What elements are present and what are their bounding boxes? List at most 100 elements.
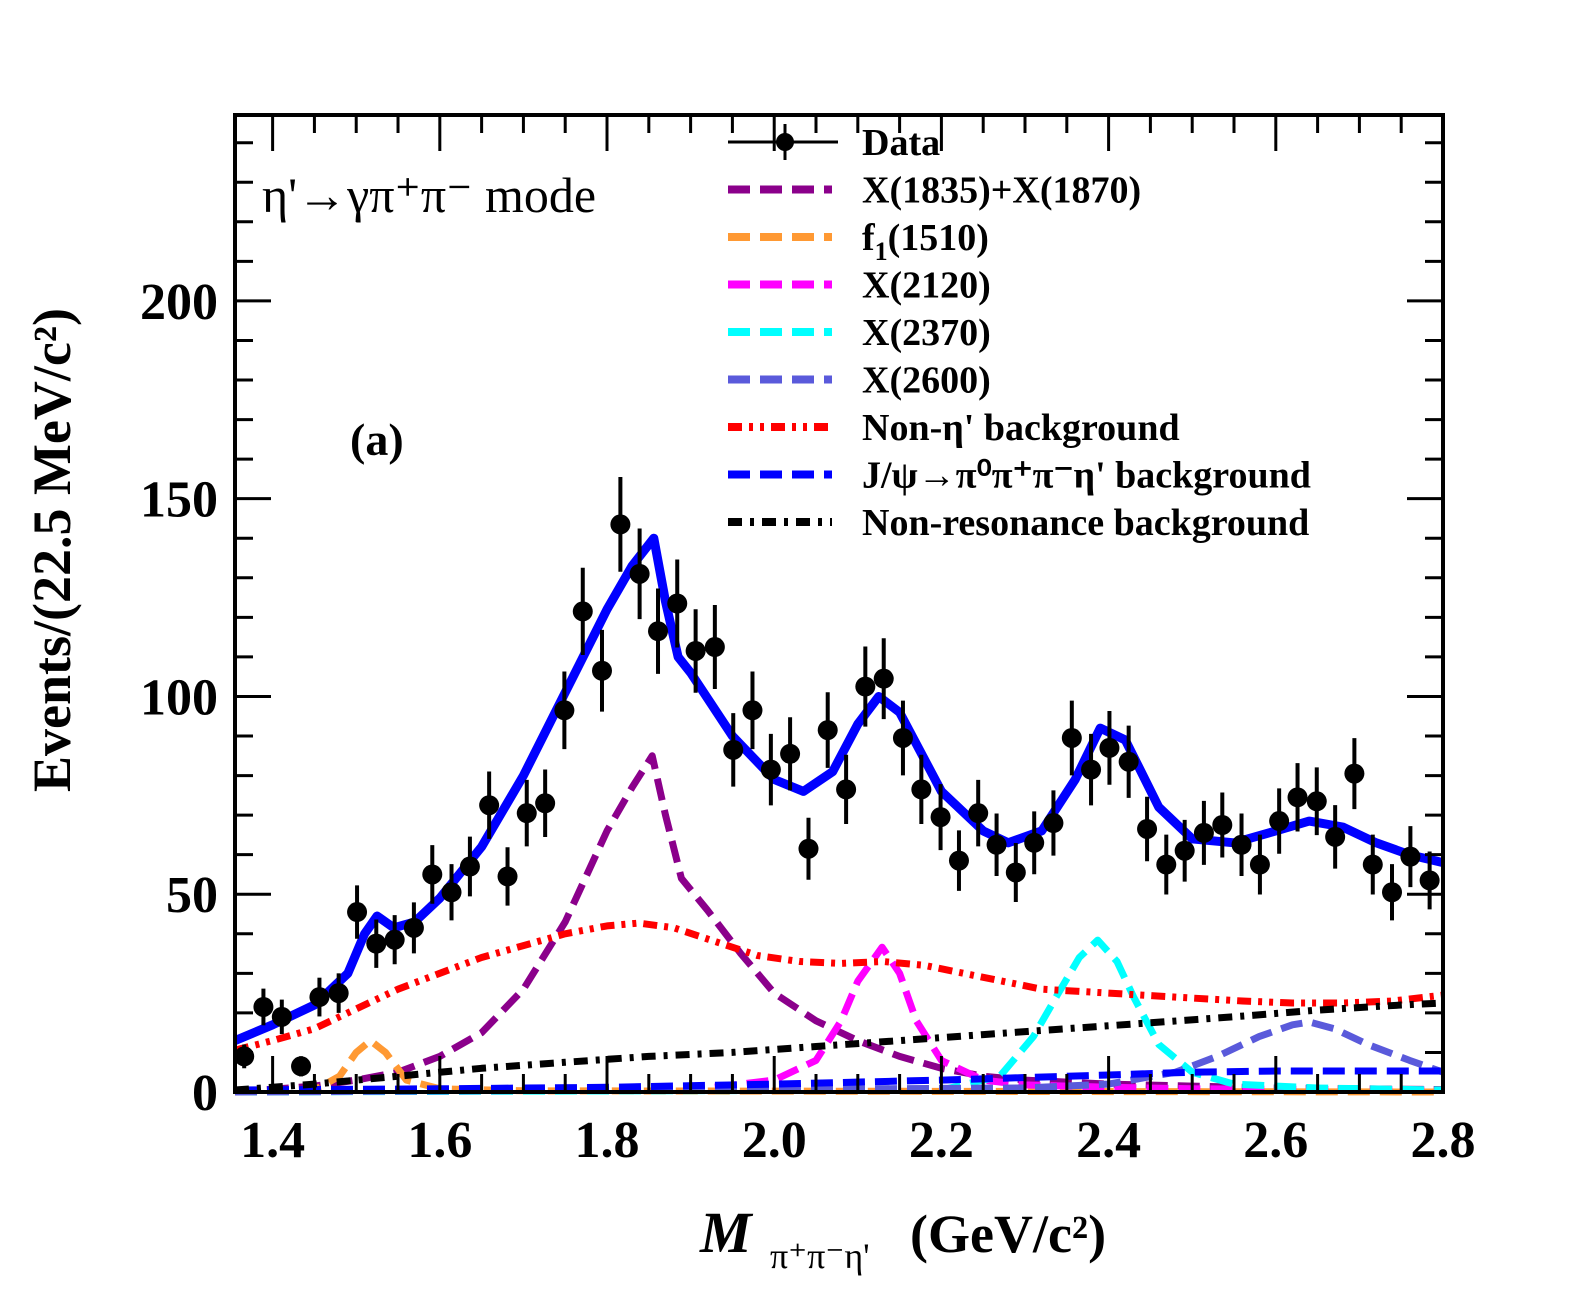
data-point	[1419, 851, 1440, 910]
legend-marker	[776, 133, 794, 151]
legend-label: Data	[862, 122, 940, 164]
data-marker	[234, 1046, 255, 1067]
data-marker	[403, 917, 424, 938]
data-marker	[1081, 759, 1102, 780]
data-marker	[253, 996, 274, 1017]
data-marker	[347, 902, 368, 923]
data-point	[911, 754, 932, 825]
data-marker	[1061, 727, 1082, 748]
legend-item: X(1835)+X(1870)	[728, 170, 1141, 212]
data-point	[723, 713, 744, 787]
x-axis-label-m: M	[699, 1200, 754, 1265]
data-point	[422, 845, 443, 904]
data-point	[760, 733, 781, 806]
mode-annotation: η'→γπ⁺π⁻ mode	[262, 167, 596, 223]
data-point	[1249, 834, 1270, 895]
data-point	[704, 605, 725, 689]
data-point	[610, 477, 631, 572]
data-marker	[1193, 822, 1214, 843]
data-point	[328, 973, 349, 1013]
data-marker	[1382, 882, 1403, 903]
legend: Data X(1835)+X(1870) f1(1510)X(2120) X(2370…	[728, 122, 1311, 544]
data-marker	[1156, 854, 1177, 875]
y-tick-label: 50	[166, 867, 218, 924]
data-marker	[986, 834, 1007, 855]
data-point	[516, 779, 537, 847]
data-marker	[1362, 854, 1383, 875]
curve-non-resonance-background	[234, 999, 1444, 1094]
y-axis-label: Events/(22.5 MeV/c²)	[22, 308, 82, 792]
data-marker	[1005, 862, 1026, 883]
data-point	[836, 754, 857, 825]
data-point	[1024, 811, 1045, 875]
legend-item: X(2370)	[728, 312, 991, 354]
data-point	[459, 836, 480, 897]
data-marker	[704, 637, 725, 658]
data-point	[685, 609, 706, 693]
data-marker	[441, 882, 462, 903]
data-point	[347, 885, 368, 939]
data-marker	[554, 700, 575, 721]
data-marker	[1137, 818, 1158, 839]
data-marker	[723, 739, 744, 760]
data-marker	[817, 720, 838, 741]
legend-item: Data	[728, 122, 940, 164]
data-marker	[685, 640, 706, 661]
data-point	[855, 646, 876, 727]
data-point	[1287, 763, 1308, 832]
data-marker	[911, 779, 932, 800]
legend-label: X(1835)+X(1870)	[862, 170, 1141, 212]
curve-x-1835-x-1870	[234, 752, 1444, 1096]
data-point	[742, 671, 763, 750]
legend-item: X(2600)	[728, 360, 991, 402]
data-marker	[1212, 815, 1233, 836]
data-point	[253, 988, 274, 1026]
data-point	[1269, 788, 1290, 854]
data-point	[479, 771, 500, 839]
data-marker	[1043, 813, 1064, 834]
y-tick-label: 150	[140, 472, 218, 529]
data-marker	[836, 779, 857, 800]
data-marker	[648, 621, 669, 642]
data-point	[1174, 819, 1195, 882]
x-tick-label: 2.2	[909, 1112, 974, 1169]
data-marker	[1287, 787, 1308, 808]
data-point	[572, 567, 593, 656]
data-marker	[422, 864, 443, 885]
data-marker	[1174, 840, 1195, 861]
legend-item: X(2120)	[728, 265, 991, 307]
data-marker	[497, 866, 518, 887]
curve-x-2120	[234, 943, 1444, 1096]
data-point	[798, 817, 819, 880]
x-axis-label-sub: π⁺π⁻η'	[770, 1236, 870, 1276]
data-marker	[892, 727, 913, 748]
data-marker	[1249, 854, 1270, 875]
data-point	[1382, 864, 1403, 921]
data-marker	[459, 856, 480, 877]
data-marker	[572, 601, 593, 622]
data-point	[535, 769, 556, 838]
y-tick-label: 0	[192, 1065, 218, 1122]
data-marker	[610, 514, 631, 535]
x-tick-label: 2.6	[1243, 1112, 1308, 1169]
data-point	[817, 692, 838, 768]
data-marker	[1344, 763, 1365, 784]
data-points	[234, 477, 1440, 1077]
axis-ticks	[235, 115, 1445, 1094]
legend-label: J/ψ→π⁰π⁺π⁻η' background	[862, 455, 1311, 497]
plot-frame	[233, 113, 1445, 1094]
data-point	[1362, 834, 1383, 895]
legend-label: X(2120)	[862, 265, 991, 307]
data-point	[366, 919, 387, 968]
data-marker	[591, 660, 612, 681]
x-tick-label: 1.6	[407, 1112, 472, 1169]
data-marker	[291, 1056, 312, 1077]
data-marker	[1306, 791, 1327, 812]
data-point	[1231, 813, 1252, 877]
y-tick-label: 200	[140, 274, 218, 331]
x-axis-label-unit: (GeV/c²)	[910, 1204, 1106, 1264]
legend-item: f1(1510)	[728, 217, 989, 266]
curve-f1-1510	[234, 1037, 1444, 1096]
data-point	[986, 813, 1007, 877]
data-marker	[780, 743, 801, 764]
